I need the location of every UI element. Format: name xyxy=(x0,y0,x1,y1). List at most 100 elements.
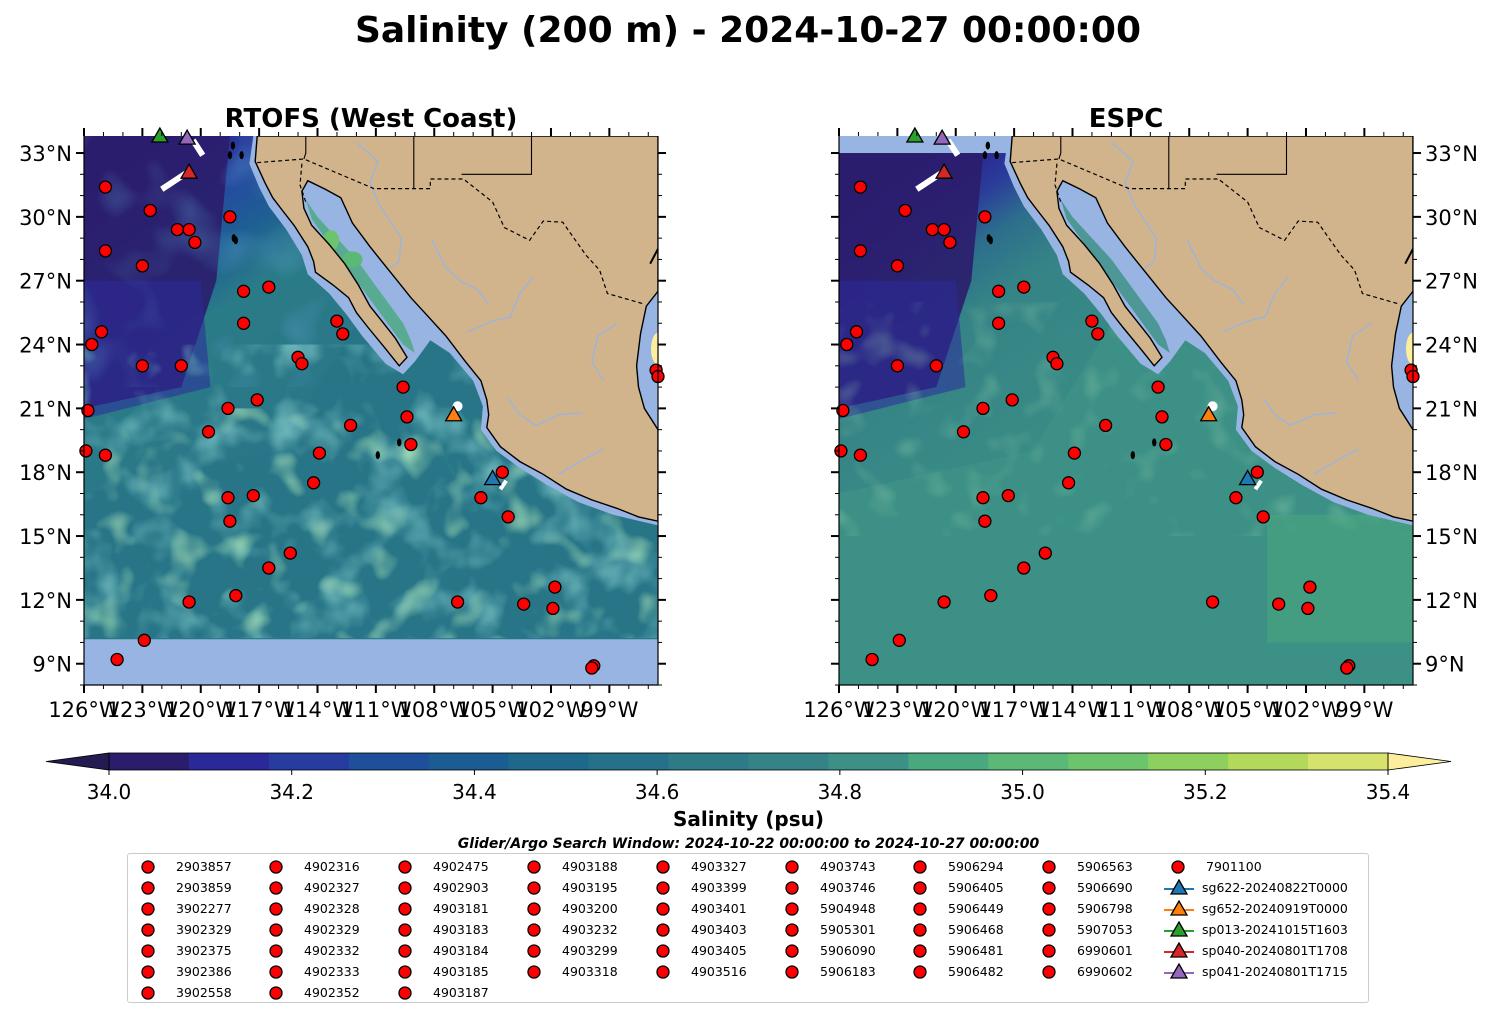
argo-float-marker xyxy=(836,403,850,418)
legend-entry-label: 4902327 xyxy=(304,880,360,895)
x-tick-label: 114°W xyxy=(1037,698,1109,722)
legend-entry-label: 4903183 xyxy=(433,922,489,937)
argo-float-marker xyxy=(396,380,410,394)
glider-marker xyxy=(1199,405,1218,422)
x-tick-label: 105°W xyxy=(457,698,529,722)
argo-float-marker xyxy=(978,210,992,224)
argo-float-legend-icon xyxy=(913,964,927,979)
argo-float-legend-icon xyxy=(141,901,155,916)
legend-entry-label: 5906090 xyxy=(820,943,876,958)
argo-float-marker xyxy=(81,403,95,418)
argo-float-marker xyxy=(1205,595,1220,609)
glider-legend-icon xyxy=(1164,899,1194,916)
glider-marker xyxy=(934,162,954,179)
argo-float-marker xyxy=(585,661,599,675)
argo-float-marker xyxy=(1340,661,1354,675)
argo-float-marker xyxy=(404,437,418,452)
argo-float-legend-icon xyxy=(656,922,670,937)
colorbar-tick-label: 34.0 xyxy=(87,780,132,804)
legend-entry-argo: 5907053 xyxy=(1041,919,1133,940)
legend-entry-label: 4903232 xyxy=(562,922,618,937)
legend-entry-argo: 5906468 xyxy=(912,919,1004,940)
argo-float-legend-icon xyxy=(785,901,799,916)
argo-float-marker xyxy=(221,491,235,505)
argo-float-legend-icon xyxy=(913,922,927,937)
argo-float-marker xyxy=(98,180,113,194)
salinity-colorbar: 34.0 34.2 34.4 34.6 34.8 35.0 35.2 35.4 Salinity… xyxy=(45,752,1452,831)
argo-float-marker xyxy=(98,448,113,462)
argo-float-marker xyxy=(1067,446,1082,460)
argo-float-marker xyxy=(85,337,99,352)
argo-float-legend-icon xyxy=(656,859,670,874)
argo-float-marker xyxy=(1061,476,1076,490)
y-tick-label: 30°N xyxy=(19,206,72,230)
legend-entry-argo: 4903746 xyxy=(784,877,876,898)
legend-entry-glider: sg622-20240822T0000 xyxy=(1164,877,1348,898)
argo-float-marker xyxy=(110,652,124,667)
argo-float-legend-icon xyxy=(141,859,155,874)
argo-float-legend-icon xyxy=(527,880,541,895)
argo-float-marker xyxy=(94,325,109,339)
argo-float-marker xyxy=(937,222,951,237)
argo-float-legend-icon xyxy=(269,943,283,958)
argo-float-legend-icon xyxy=(527,943,541,958)
argo-float-marker xyxy=(283,546,297,560)
argo-float-marker xyxy=(221,401,235,416)
argo-float-marker xyxy=(450,595,465,609)
argo-float-marker xyxy=(925,222,940,237)
argo-float-marker xyxy=(834,444,848,458)
legend-entry-argo: 2903859 xyxy=(140,877,232,898)
legend-entry-argo: 5906183 xyxy=(784,961,876,982)
argo-float-marker xyxy=(1091,327,1105,341)
x-tick-label: 123°W xyxy=(107,698,179,722)
argo-float-marker xyxy=(1229,491,1243,505)
colorbar-tick-label: 34.2 xyxy=(269,780,314,804)
argo-float-marker xyxy=(137,633,151,647)
x-tick-label: 117°W xyxy=(223,698,295,722)
legend-entry-label: 5906563 xyxy=(1077,859,1133,874)
argo-float-marker xyxy=(343,418,358,433)
argo-float-legend-icon xyxy=(269,985,283,1000)
argo-float-marker xyxy=(865,652,879,667)
argo-float-legend-icon xyxy=(527,964,541,979)
legend-entry-argo: 4903195 xyxy=(526,877,618,898)
legend-entry-argo: 5905301 xyxy=(784,919,876,940)
legend-entry-label: 5906481 xyxy=(948,943,1004,958)
argo-float-marker xyxy=(1098,418,1113,433)
argo-float-marker xyxy=(1017,280,1031,294)
argo-float-marker xyxy=(223,210,237,224)
legend-entry-argo: 5906090 xyxy=(784,940,876,961)
argo-float-marker xyxy=(548,580,562,594)
legend-entry-label: 4902475 xyxy=(433,859,489,874)
legend-entry-label: 5906468 xyxy=(948,922,1004,937)
legend-entry-label: 4903195 xyxy=(562,880,618,895)
argo-float-legend-icon xyxy=(398,922,412,937)
x-tick-label: 126°W xyxy=(48,698,120,722)
colorbar-under-arrow xyxy=(45,752,110,771)
legend-entry-label: 4902316 xyxy=(304,859,360,874)
legend-entry-glider: sp013-20241015T1603 xyxy=(1164,919,1348,940)
legend-entry-label: 5906405 xyxy=(948,880,1004,895)
legend-entry-label: 4903403 xyxy=(691,922,747,937)
legend-entry-label: 3902277 xyxy=(176,901,232,916)
legend-entry-label: 7901100 xyxy=(1206,859,1262,874)
figure-title: Salinity (200 m) - 2024-10-27 00:00:00 xyxy=(355,10,1141,51)
y-tick-label: 18°N xyxy=(1425,461,1478,485)
panel-title: ESPC xyxy=(1089,104,1164,134)
argo-float-legend-icon xyxy=(1042,880,1056,895)
argo-float-marker xyxy=(229,588,243,603)
legend-entry-label: 4903405 xyxy=(691,943,747,958)
legend-entry-argo: 3902375 xyxy=(140,940,232,961)
argo-float-marker xyxy=(98,244,113,258)
glider-marker xyxy=(178,128,197,145)
colorbar-segment xyxy=(668,753,749,770)
y-tick-label: 33°N xyxy=(19,142,72,166)
argo-float-marker xyxy=(1050,357,1064,371)
y-tick-label: 27°N xyxy=(19,270,72,294)
legend-entry-argo: 3902386 xyxy=(140,961,232,982)
legend-entry-argo: 4903405 xyxy=(655,940,747,961)
colorbar-tick-label: 34.4 xyxy=(452,780,497,804)
panel-title: RTOFS (West Coast) xyxy=(225,104,518,134)
argo-float-marker xyxy=(400,410,414,424)
colorbar-segment xyxy=(828,753,909,770)
